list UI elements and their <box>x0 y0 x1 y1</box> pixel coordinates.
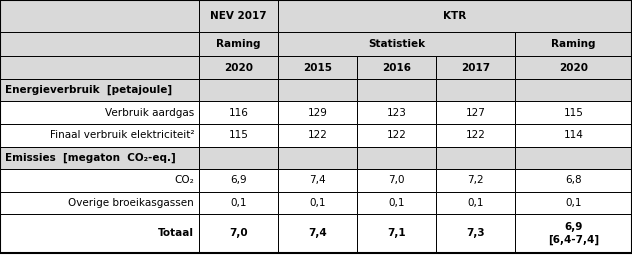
Bar <box>278 101 357 124</box>
Bar <box>436 169 515 192</box>
Text: 0,1: 0,1 <box>388 198 405 208</box>
Bar <box>0 32 199 56</box>
Bar <box>436 56 515 79</box>
Bar <box>436 124 515 147</box>
Text: 115: 115 <box>564 108 583 118</box>
Bar <box>357 147 436 169</box>
Text: 6,9: 6,9 <box>230 175 247 185</box>
Bar <box>199 169 278 192</box>
Text: 116: 116 <box>229 108 248 118</box>
Bar <box>278 147 357 169</box>
Text: 2017: 2017 <box>461 63 490 73</box>
Bar <box>199 214 278 253</box>
Text: 2020: 2020 <box>224 63 253 73</box>
Text: 122: 122 <box>308 130 327 140</box>
Bar <box>436 214 515 253</box>
Bar <box>0 0 199 32</box>
Text: CO₂: CO₂ <box>174 175 194 185</box>
Bar <box>515 56 632 79</box>
Text: 6,9
[6,4-7,4]: 6,9 [6,4-7,4] <box>548 222 599 245</box>
Bar <box>436 147 515 169</box>
Bar <box>357 124 436 147</box>
Bar <box>515 32 632 56</box>
Bar <box>357 169 436 192</box>
Bar <box>515 79 632 101</box>
Bar <box>199 124 278 147</box>
Text: 2016: 2016 <box>382 63 411 73</box>
Text: 0,1: 0,1 <box>230 198 247 208</box>
Bar <box>0 101 199 124</box>
Text: 7,0: 7,0 <box>388 175 405 185</box>
Text: Verbruik aardgas: Verbruik aardgas <box>105 108 194 118</box>
Bar <box>278 124 357 147</box>
Bar <box>0 192 199 214</box>
Bar <box>515 192 632 214</box>
Text: 123: 123 <box>387 108 406 118</box>
Text: 114: 114 <box>564 130 583 140</box>
Bar <box>278 214 357 253</box>
Bar <box>278 0 632 32</box>
Text: 2020: 2020 <box>559 63 588 73</box>
Bar <box>357 214 436 253</box>
Text: KTR: KTR <box>444 11 466 21</box>
Text: Finaal verbruik elektriciteit²: Finaal verbruik elektriciteit² <box>49 130 194 140</box>
Bar <box>199 32 278 56</box>
Text: 7,4: 7,4 <box>308 229 327 238</box>
Text: NEV 2017: NEV 2017 <box>210 11 267 21</box>
Bar <box>515 169 632 192</box>
Text: Raming: Raming <box>216 39 261 49</box>
Text: Energieverbruik  [petajoule]: Energieverbruik [petajoule] <box>5 85 172 95</box>
Text: 7,0: 7,0 <box>229 229 248 238</box>
Text: 7,3: 7,3 <box>466 229 485 238</box>
Text: Totaal: Totaal <box>158 229 194 238</box>
Bar <box>199 147 278 169</box>
Bar <box>199 101 278 124</box>
Bar <box>515 214 632 253</box>
Bar <box>278 56 357 79</box>
Bar <box>357 56 436 79</box>
Bar <box>357 192 436 214</box>
Bar <box>199 56 278 79</box>
Bar <box>0 56 199 79</box>
Text: 127: 127 <box>466 108 485 118</box>
Bar <box>0 124 199 147</box>
Text: 0,1: 0,1 <box>467 198 484 208</box>
Text: 6,8: 6,8 <box>565 175 582 185</box>
Bar <box>357 79 436 101</box>
Text: Overige broeikasgassen: Overige broeikasgassen <box>68 198 194 208</box>
Text: Raming: Raming <box>551 39 596 49</box>
Text: 2015: 2015 <box>303 63 332 73</box>
Text: Emissies  [megaton  CO₂-eq.]: Emissies [megaton CO₂-eq.] <box>5 153 176 163</box>
Bar <box>278 32 515 56</box>
Text: 0,1: 0,1 <box>565 198 582 208</box>
Text: Statistiek: Statistiek <box>368 39 425 49</box>
Bar <box>0 147 199 169</box>
Bar <box>0 169 199 192</box>
Bar <box>436 101 515 124</box>
Text: 122: 122 <box>466 130 485 140</box>
Bar <box>357 101 436 124</box>
Bar <box>436 79 515 101</box>
Text: 129: 129 <box>308 108 327 118</box>
Bar <box>278 79 357 101</box>
Text: 115: 115 <box>229 130 248 140</box>
Bar <box>515 147 632 169</box>
Text: 122: 122 <box>387 130 406 140</box>
Bar <box>199 0 278 32</box>
Bar <box>278 169 357 192</box>
Bar <box>515 101 632 124</box>
Bar <box>0 214 199 253</box>
Text: 7,2: 7,2 <box>467 175 484 185</box>
Bar <box>515 124 632 147</box>
Bar <box>199 79 278 101</box>
Text: 7,4: 7,4 <box>309 175 326 185</box>
Text: 7,1: 7,1 <box>387 229 406 238</box>
Bar <box>199 192 278 214</box>
Bar <box>278 192 357 214</box>
Bar <box>0 79 199 101</box>
Bar <box>436 192 515 214</box>
Text: 0,1: 0,1 <box>309 198 326 208</box>
